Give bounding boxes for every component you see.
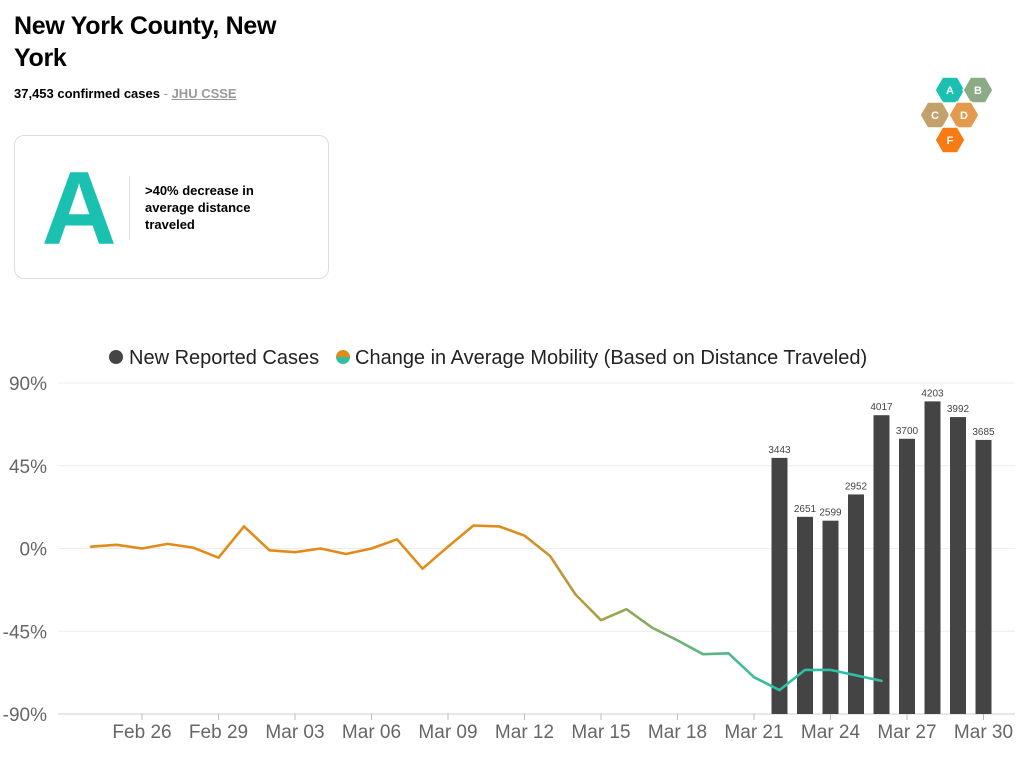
y-tick-label: -90%	[3, 705, 47, 726]
chart-legend: New Reported Cases Change in Average Mobi…	[109, 347, 867, 369]
chart-grid	[58, 382, 1015, 715]
cases-bars	[771, 401, 992, 714]
hex-shape	[948, 101, 980, 129]
bar-value-label: 2599	[819, 508, 842, 519]
x-tick-label: Feb 29	[189, 722, 248, 743]
page-title: New York County, New York	[14, 12, 277, 72]
x-tick-label: Feb 26	[112, 722, 171, 743]
hex-a: A	[934, 76, 966, 104]
y-tick-label: 90%	[9, 374, 47, 395]
bar-value-label: 3443	[768, 445, 791, 456]
x-tick-label: Mar 03	[265, 722, 324, 743]
x-tick-label: Mar 18	[648, 722, 707, 743]
bar-value-label: 4017	[870, 402, 893, 413]
bar-value-label: 3700	[896, 426, 919, 437]
x-tick-label: Mar 24	[801, 722, 861, 743]
cases-mobility-chart: New Reported Cases Change in Average Mobi…	[3, 347, 1015, 743]
x-tick-label: Mar 30	[954, 722, 1013, 743]
bar-value-label: 2952	[845, 481, 868, 492]
grade-divider	[129, 176, 130, 240]
mobility-series-line	[89, 524, 883, 692]
hex-shape	[962, 76, 994, 104]
bar-value-label: 4203	[921, 388, 944, 399]
y-axis-ticks: 90% 45% 0% -45% -90%	[3, 374, 47, 726]
hex-d: D	[948, 101, 980, 129]
hex-label: D	[960, 110, 968, 122]
legend-item-mobility: Change in Average Mobility (Based on Dis…	[336, 347, 867, 369]
x-tick-label: Mar 21	[724, 722, 783, 743]
grade-hexagons-icon[interactable]: A B C D F	[916, 70, 996, 162]
confirmed-cases-count: 37,453 confirmed cases	[14, 86, 160, 101]
hex-shape	[934, 126, 966, 154]
y-tick-label: -45%	[3, 622, 47, 643]
legend-cases-label: New Reported Cases	[129, 347, 319, 369]
y-tick-label: 0%	[20, 540, 48, 561]
hex-c: C	[919, 101, 951, 129]
hex-label: A	[946, 85, 954, 97]
bar-mar-24	[822, 520, 839, 714]
bar-mar-27	[899, 438, 915, 714]
bar-mar-22	[771, 457, 788, 714]
y-tick-label: 45%	[9, 457, 47, 478]
legend-cases-dot	[109, 350, 123, 364]
bar-value-label: 3685	[972, 427, 995, 438]
hex-label: C	[931, 110, 939, 122]
bar-mar-26	[873, 415, 890, 714]
grade-card: A >40% decrease in average distance trav…	[14, 135, 329, 279]
hex-b: B	[962, 76, 994, 104]
x-tick-label: Mar 06	[342, 722, 401, 743]
x-tick-label: Mar 09	[418, 722, 477, 743]
hex-f: F	[934, 126, 966, 154]
bar-mar-23	[797, 516, 813, 714]
separator: -	[163, 86, 168, 101]
legend-item-cases: New Reported Cases	[109, 347, 319, 369]
bar-mar-25	[848, 494, 864, 714]
legend-mobility-label: Change in Average Mobility (Based on Dis…	[355, 347, 867, 369]
bar-value-label: 2651	[794, 504, 817, 515]
x-axis-ticks: Feb 26 Feb 29 Mar 03 Mar 06 Mar 09 Mar 12 Mar …	[112, 714, 1013, 743]
bar-mar-30	[975, 439, 992, 714]
bar-mar-28	[924, 401, 941, 714]
grade-letter: A	[41, 151, 117, 267]
x-tick-label: Mar 27	[877, 722, 936, 743]
legend-mobility-dot	[336, 350, 350, 364]
source-link[interactable]: JHU CSSE	[171, 86, 237, 101]
bar-mar-29	[950, 417, 966, 714]
mobility-line	[89, 524, 883, 692]
cases-summary: 37,453 confirmed cases - JHU CSSE	[14, 86, 237, 101]
hex-label: B	[974, 85, 982, 97]
x-tick-label: Mar 15	[571, 722, 630, 743]
grade-description: >40% decrease in average distance travel…	[145, 183, 254, 232]
bar-value-label: 3992	[947, 404, 970, 415]
x-tick-label: Mar 12	[495, 722, 554, 743]
hex-label: F	[947, 135, 954, 147]
